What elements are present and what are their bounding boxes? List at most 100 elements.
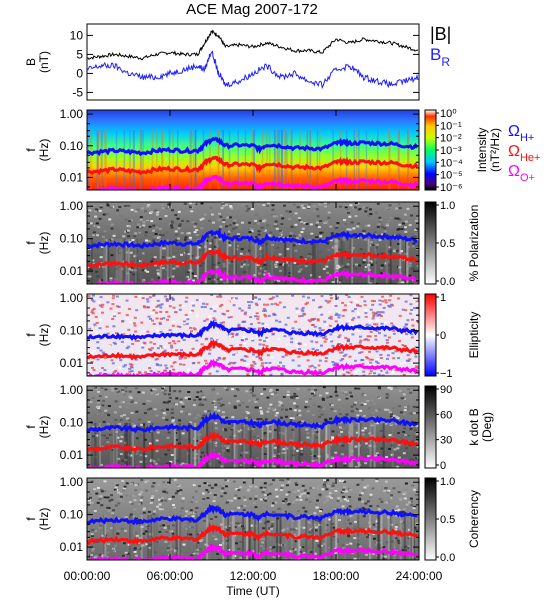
colorbar-tick-kdotb: 30	[440, 435, 452, 447]
colorbar-label-kdotb: k dot B	[467, 408, 481, 445]
colorbar-tick-polarization: 0.5	[440, 238, 455, 250]
ytick-label-kdotb: 0.10	[60, 416, 84, 430]
curve-he-plus-kdotb	[87, 430, 419, 453]
curve-o-plus-kdotb	[87, 450, 419, 468]
x-tick-0: 00:00:00	[64, 569, 111, 583]
colorbar-tick-ellipticity: 1	[440, 292, 446, 304]
ytick-label-kdotb: 0.01	[60, 448, 84, 462]
colorbar-tick-coherency: 1.0	[440, 476, 455, 488]
x-tick-24: 24:00:00	[396, 569, 443, 583]
b-ylabel-unit: (nT)	[37, 51, 51, 73]
panel-kdotb: 1.00 0.10 0.01 f (Hz) 90 60 30 0 k dot B (Deg)	[24, 383, 494, 472]
panel-coherency: 1.00 0.10 0.01 f (Hz) 1.0 0.5 0.0 Coherency	[24, 475, 481, 564]
b-ytick-label: 5	[76, 47, 83, 61]
curve-o-plus-ellipticity	[87, 358, 419, 376]
colorbar-polarization	[424, 201, 437, 285]
colorbar-tick-ellipticity: −1	[440, 368, 453, 380]
curve-h-plus-intensity	[87, 136, 419, 157]
panel-intensity: 1.00 0.10 0.01 f (Hz) 10⁰10⁻¹10⁻²10⁻³10⁻⁴10⁻⁵…	[24, 107, 540, 194]
curve-h-plus-kdotb	[87, 411, 419, 434]
curve-h-plus-ellipticity	[87, 319, 419, 341]
legend-b-r: BR	[430, 45, 450, 69]
legend-omega-h-plus: ΩH+	[508, 123, 534, 144]
legend-omega-o-plus: ΩO+	[508, 163, 535, 184]
legend-b-total: |B|	[430, 24, 451, 44]
colorbar-kdotb	[424, 385, 437, 469]
colorbar-tick-intensity: 10⁻²	[440, 133, 462, 145]
panel-b-field: -5 0 5 10 B (nT) |B| BR	[24, 23, 451, 101]
colorbar-label-ellipticity: Ellipticity	[467, 312, 481, 359]
x-axis-label: Time (UT)	[226, 584, 280, 598]
colorbar-tick-ellipticity: 0	[440, 330, 446, 342]
ylabel-intensity: f	[24, 148, 38, 152]
x-tick-18: 18:00:00	[313, 569, 360, 583]
spectral-panels: 1.000.100.01f (Hz)10⁰10⁻¹10⁻²10⁻³10⁻⁴10⁻⁵…	[24, 107, 540, 564]
legend-omega-he-plus: ΩHe+	[508, 143, 540, 164]
ytick-label-ellipticity: 1.00	[60, 291, 84, 305]
ylabel-coherency: f	[24, 517, 38, 521]
b-field-yticks: -5 0 5 10	[70, 28, 419, 99]
curve-h-plus-coherency	[87, 503, 418, 526]
curve-he-plus-polarization	[87, 247, 418, 269]
curve-o-plus-intensity	[87, 174, 419, 190]
ylabel-kdotb: f	[24, 425, 38, 429]
ytick-label-polarization: 0.01	[60, 264, 84, 278]
ytick-label-coherency: 0.01	[60, 540, 84, 554]
colorbar-tick-polarization: 1.0	[440, 200, 455, 212]
ylabel-polarization: f	[24, 241, 38, 245]
curve-he-plus-coherency	[87, 522, 418, 546]
ytick-label-kdotb: 1.00	[60, 383, 84, 397]
ytick-label-intensity: 0.01	[60, 170, 84, 184]
ytick-label-coherency: 0.10	[60, 508, 84, 522]
colorbar-intensity	[424, 109, 437, 191]
panel-b-frame	[86, 23, 420, 101]
colorbar-tick-coherency: 0.5	[440, 514, 455, 526]
spectrogram-intensity	[87, 110, 419, 190]
ytick-label-ellipticity: 0.01	[60, 356, 84, 370]
ytick-label-polarization: 1.00	[60, 199, 84, 213]
b-field-lines	[86, 29, 419, 90]
x-tick-12: 12:00:00	[230, 569, 277, 583]
panel-polarization: 1.00 0.10 0.01 f (Hz) 1.0 0.5 0.0 % Polarization	[24, 199, 481, 288]
ylabel-unit-kdotb: (Hz)	[37, 416, 51, 439]
x-axis: 00:00:00 06:00:00 12:00:00 18:00:00 24:0…	[64, 569, 443, 598]
curve-h-plus-polarization	[87, 227, 418, 249]
x-tick-6: 06:00:00	[147, 569, 194, 583]
curve-he-plus-intensity	[87, 155, 419, 176]
colorbar-label-intensity: Intensity	[475, 128, 489, 173]
colorbar-unit-kdotb: (Deg)	[480, 412, 494, 442]
b-ytick-label: -5	[72, 85, 83, 99]
ytick-label-polarization: 0.10	[60, 232, 84, 246]
colorbar-tick-intensity: 10⁻¹	[440, 120, 462, 132]
colorbar-tick-coherency: 0.0	[440, 552, 455, 564]
b-ylabel: B	[24, 58, 38, 66]
series-b-r-line	[86, 50, 419, 90]
b-ytick-label: 10	[70, 28, 84, 42]
colorbar-ellipticity	[424, 293, 437, 377]
curve-o-plus-polarization	[87, 266, 418, 284]
ylabel-unit-intensity: (Hz)	[37, 139, 51, 162]
colorbar-tick-kdotb: 0	[440, 460, 446, 472]
colorbar-tick-intensity: 10⁰	[440, 108, 457, 120]
ylabel-ellipticity: f	[24, 333, 38, 337]
colorbar-tick-intensity: 10⁻⁴	[440, 157, 463, 169]
ylabel-unit-polarization: (Hz)	[37, 232, 51, 255]
colorbar-tick-intensity: 10⁻⁵	[440, 170, 463, 182]
colorbar-label-coherency: Coherency	[467, 490, 481, 548]
colorbar-tick-kdotb: 60	[440, 409, 452, 421]
ytick-label-ellipticity: 0.10	[60, 324, 84, 338]
ytick-label-intensity: 1.00	[60, 107, 84, 121]
colorbar-tick-polarization: 0.0	[440, 276, 455, 288]
ylabel-unit-ellipticity: (Hz)	[37, 324, 51, 347]
panel-ellipticity: 1.00 0.10 0.01 f (Hz) 1 0 −1 Ellipticity	[24, 291, 481, 380]
figure-title: ACE Mag 2007-172	[186, 1, 318, 18]
ytick-label-coherency: 1.00	[60, 475, 84, 489]
curve-he-plus-ellipticity	[87, 339, 419, 361]
ytick-label-intensity: 0.10	[60, 139, 84, 153]
series-b-total-line	[86, 29, 419, 61]
colorbar-label-polarization: % Polarization	[467, 205, 481, 282]
b-ytick-label: 0	[76, 66, 83, 80]
colorbar-tick-intensity: 10⁻³	[440, 145, 462, 157]
colorbar-unit-intensity: (nT²/Hz)	[488, 128, 502, 172]
